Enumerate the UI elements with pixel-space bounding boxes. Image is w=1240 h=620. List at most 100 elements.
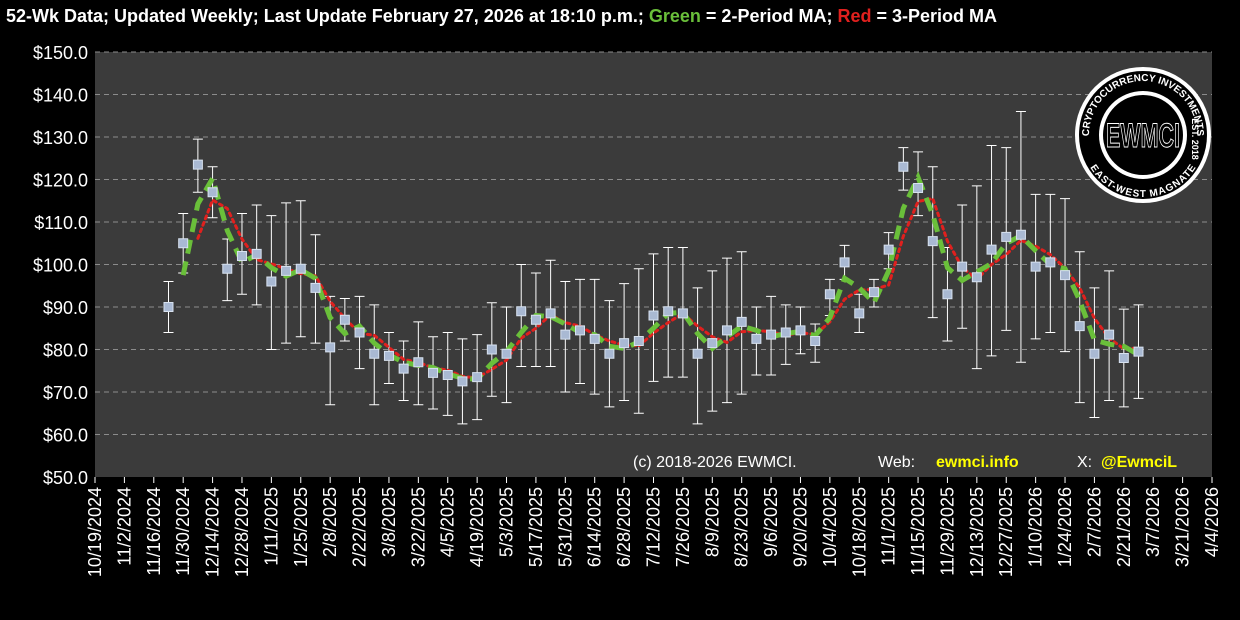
x-tick-label: 12/13/2025 (967, 487, 987, 577)
price-marker (501, 348, 512, 359)
x-tick-label: 7/26/2025 (673, 487, 693, 567)
x-tick-label: 5/31/2025 (555, 487, 575, 567)
x-tick-label: 11/29/2025 (937, 487, 957, 576)
x-tick-label: 9/6/2025 (761, 487, 781, 557)
x-tick-label: 7/12/2025 (644, 487, 664, 567)
price-marker (927, 236, 938, 247)
price-marker (839, 257, 850, 268)
x-tick-label: 10/4/2025 (820, 487, 840, 567)
footer-x-label: X: (1077, 454, 1092, 471)
footer-x-handle[interactable]: @EwmciL (1101, 454, 1177, 471)
price-marker (281, 265, 292, 276)
x-tick-label: 11/16/2024 (144, 487, 164, 576)
x-tick-label: 11/15/2025 (908, 487, 928, 576)
x-tick-label: 3/7/2026 (1143, 487, 1163, 557)
price-marker (854, 308, 865, 319)
y-axis: $50.0 $60.0 $70.0 $80.0 $90.0 $100.0 $110.0 $12… (33, 43, 88, 488)
x-tick-label: 8/9/2025 (702, 487, 722, 557)
price-marker (868, 287, 879, 298)
price-marker (604, 348, 615, 359)
x-tick-label: 12/28/2024 (232, 487, 252, 577)
price-marker (810, 336, 821, 346)
price-marker (251, 248, 262, 259)
x-tick-label: 1/11/2025 (261, 487, 281, 566)
y-tick-label: $90.0 (43, 298, 88, 318)
x-tick-label: 12/14/2024 (203, 487, 223, 577)
x-tick-label: 11/1/2025 (879, 487, 899, 566)
header-prefix: 52-Wk Data; Updated Weekly; Last Update … (6, 6, 649, 26)
price-marker (780, 327, 791, 338)
price-marker (236, 251, 247, 261)
price-marker (1074, 321, 1085, 332)
x-tick-label: 2/8/2025 (320, 487, 340, 557)
ma2-line (180, 171, 1140, 382)
x-tick-label: 4/5/2025 (438, 487, 458, 557)
x-tick-label: 11/2/2024 (114, 487, 134, 566)
price-marker (383, 350, 394, 361)
x-tick-label: 12/27/2025 (996, 487, 1016, 577)
price-marker (428, 367, 439, 378)
price-markers (163, 159, 1144, 387)
x-tick-label: 8/23/2025 (732, 487, 752, 567)
y-tick-label: $110.0 (34, 213, 88, 233)
price-marker (413, 357, 424, 368)
y-tick-label: $100.0 (33, 256, 88, 276)
price-marker (971, 272, 982, 283)
price-marker (633, 336, 644, 346)
price-marker (824, 289, 835, 300)
x-tick-label: 5/17/2025 (526, 487, 546, 567)
x-tick-label: 6/28/2025 (614, 487, 634, 567)
header-red-word: Red (837, 6, 871, 26)
price-marker (1060, 270, 1071, 281)
price-marker (560, 329, 571, 340)
x-tick-label: 9/20/2025 (790, 487, 810, 567)
price-marker (736, 316, 747, 327)
footer-copyright: (c) 2018-2026 EWMCI. (633, 454, 797, 471)
footer-web-label: Web: (878, 454, 915, 471)
price-marker (766, 329, 777, 340)
x-tick-label: 3/8/2025 (379, 487, 399, 557)
x-tick-label: 10/18/2025 (849, 487, 869, 577)
price-marker (619, 338, 630, 349)
price-marker (751, 333, 762, 344)
price-marker (883, 244, 894, 255)
ewmci-logo: CRYPTOCURRENCY INVESTMENTS EAST-WEST MAG… (1075, 67, 1211, 203)
price-marker (1118, 353, 1129, 363)
price-marker (1045, 257, 1056, 268)
x-tick-label: 11/30/2024 (173, 487, 193, 576)
x-axis: 10/19/2024 11/2/2024 11/16/2024 11/30/2024 1… (85, 477, 1222, 577)
price-marker (692, 348, 703, 359)
price-marker (986, 244, 997, 255)
price-marker (575, 325, 586, 336)
price-marker (325, 342, 336, 353)
header-red-rest: = 3-Period MA (871, 6, 997, 26)
price-marker (898, 161, 909, 172)
y-tick-label: $130.0 (33, 128, 88, 148)
price-marker (545, 308, 556, 319)
price-marker (942, 289, 953, 300)
y-tick-label: $120.0 (33, 171, 88, 191)
x-tick-label: 2/21/2026 (1114, 487, 1134, 567)
price-marker (1015, 229, 1026, 240)
price-marker (442, 370, 453, 380)
price-marker (957, 261, 968, 272)
price-marker (795, 325, 806, 336)
price-marker (222, 263, 233, 274)
x-tick-label: 2/22/2025 (350, 487, 370, 567)
footer-web-url[interactable]: ewmci.info (936, 454, 1019, 471)
price-marker (369, 348, 380, 359)
ma2-series (180, 171, 1140, 382)
price-marker (398, 363, 409, 374)
x-tick-label: 5/3/2025 (497, 487, 517, 557)
price-marker (457, 376, 468, 387)
price-marker (339, 314, 350, 325)
price-marker (207, 187, 218, 198)
price-marker (516, 306, 527, 317)
price-marker (486, 344, 497, 355)
logo-center-text: EWMCI (1106, 117, 1180, 155)
price-marker (1089, 348, 1100, 359)
x-tick-label: 3/22/2025 (408, 487, 428, 567)
price-marker (266, 276, 277, 287)
header-green-word: Green (649, 6, 701, 26)
price-marker (1133, 346, 1144, 357)
